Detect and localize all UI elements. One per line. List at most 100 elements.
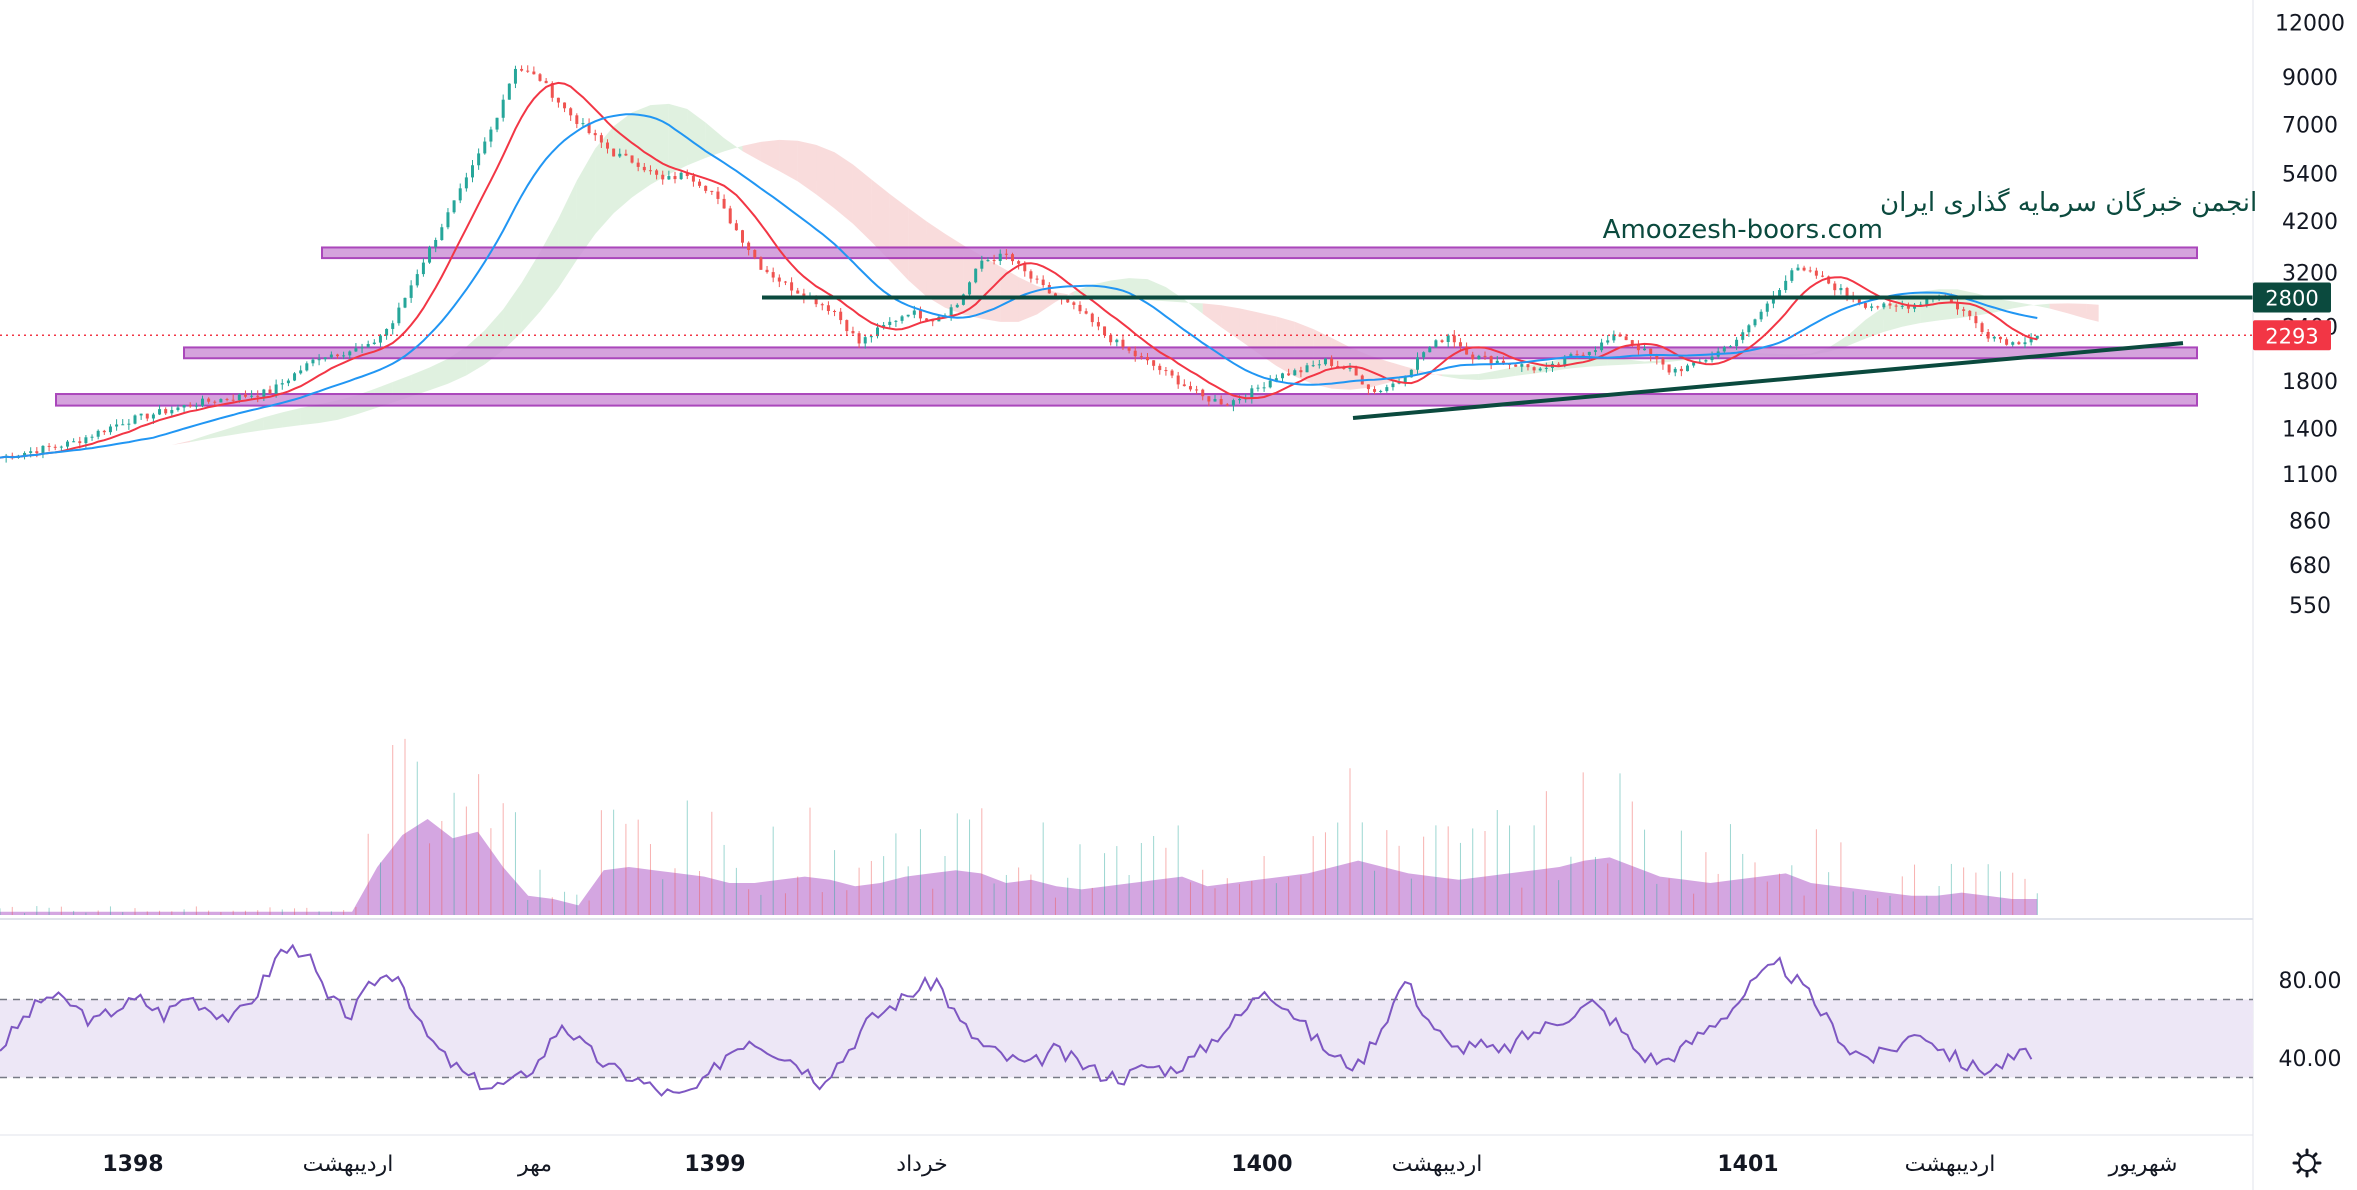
price-zone	[55, 393, 2198, 407]
time-tick-label: اردیبهشت	[303, 1152, 394, 1177]
support-resistance-zones	[55, 246, 2198, 407]
candle-body	[262, 389, 266, 397]
time-axis[interactable]: 1398 اردیبهشت مهر 1399 خرداد 1400 اردیبهشت 1401…	[102, 1152, 2177, 1177]
time-tick-label: مهر	[517, 1152, 552, 1177]
candle-body	[237, 394, 241, 401]
price-zone	[183, 346, 2198, 360]
candle-body	[1974, 316, 1978, 324]
time-tick-label: 1400	[1231, 1152, 1292, 1177]
rsi-band	[0, 999, 2253, 1078]
candle-body	[72, 441, 76, 443]
candle-body	[1311, 365, 1315, 367]
candle-body	[1827, 276, 1831, 284]
candle-body	[1268, 380, 1272, 388]
candle-body	[1778, 290, 1782, 297]
price-zone	[321, 246, 2198, 260]
cloud-segment	[945, 233, 964, 315]
cloud-segment	[834, 152, 853, 224]
cloud-segment	[1092, 280, 1111, 299]
candle-body	[974, 268, 978, 283]
cloud-segment	[1055, 291, 1074, 302]
candle-body	[1053, 293, 1057, 298]
candle-body	[354, 348, 358, 352]
candle-body	[1557, 363, 1561, 365]
cloud-segment	[852, 164, 872, 242]
cloud-segment	[2086, 303, 2099, 322]
candle-body	[1293, 370, 1297, 376]
candle-body	[1998, 336, 2002, 340]
candle-body	[471, 165, 474, 178]
rsi-axis[interactable]: 80.00 40.00	[2279, 969, 2342, 1072]
candle-body	[1520, 364, 1524, 367]
candle-body	[372, 342, 376, 345]
candle-body	[274, 384, 278, 394]
candle-body	[1587, 351, 1591, 356]
cloud-segment	[558, 180, 577, 288]
level-price-label: 2800	[2265, 287, 2318, 311]
candle-body	[501, 99, 505, 118]
candle-body	[293, 373, 297, 381]
candle-body	[949, 307, 953, 316]
candle-body	[728, 208, 732, 224]
candle-body	[716, 191, 720, 199]
candle-body	[1170, 370, 1174, 376]
candle-body	[164, 409, 168, 414]
candle-body	[606, 142, 609, 149]
candle-body	[2035, 335, 2039, 339]
candle-body	[630, 155, 634, 163]
candle-body	[1422, 352, 1426, 358]
time-tick-label: 1399	[684, 1152, 745, 1177]
drawn-levels	[0, 295, 2253, 420]
candle-body	[1679, 368, 1683, 372]
candle-body	[1606, 340, 1610, 343]
candle-body	[1213, 398, 1217, 402]
cloud-segment	[650, 103, 669, 185]
cloud-segment	[521, 252, 540, 333]
candle-body	[1600, 342, 1604, 351]
candle-body	[280, 383, 284, 385]
candle-body	[348, 351, 352, 356]
candle-body	[1176, 375, 1180, 385]
candle-body	[851, 331, 855, 334]
candle-body	[139, 413, 143, 416]
candle-body	[1066, 299, 1070, 303]
candle-body	[1649, 348, 1653, 356]
candle-body	[1250, 388, 1254, 399]
candle-body	[636, 162, 640, 167]
settings-gear-icon[interactable]	[2292, 1148, 2322, 1178]
candle-body	[1630, 340, 1634, 345]
candle-body	[1023, 263, 1027, 272]
candle-body	[1195, 389, 1199, 391]
cloud-segment	[282, 407, 301, 428]
candle-body	[685, 172, 689, 177]
candle-body	[1011, 254, 1014, 262]
cloud-segment	[208, 428, 228, 439]
price-tick-label: 680	[2289, 554, 2331, 579]
candle-body	[1808, 270, 1812, 272]
candle-body	[507, 83, 511, 100]
candle-body	[1894, 305, 1898, 307]
candle-body	[1692, 362, 1696, 366]
candle-body	[1317, 364, 1321, 366]
candle-body	[1158, 365, 1162, 371]
candle-body	[888, 321, 892, 326]
cloud-segment	[705, 122, 725, 158]
candle-body	[1569, 354, 1573, 357]
candle-body	[1354, 367, 1358, 376]
price-tick-label: 7000	[2282, 113, 2338, 138]
candle-body	[845, 320, 849, 332]
candle-body	[1084, 311, 1088, 314]
candle-body	[317, 359, 321, 361]
candle-body	[1256, 387, 1260, 389]
candle-body	[1962, 309, 1966, 311]
cloud-segment	[429, 358, 448, 391]
candle-body	[771, 272, 775, 278]
candle-body	[796, 290, 800, 294]
candle-body	[391, 323, 395, 329]
candle-body	[869, 336, 873, 338]
candle-body	[256, 395, 260, 397]
price-tick-label: 860	[2289, 509, 2331, 534]
candle-body	[1686, 365, 1689, 372]
